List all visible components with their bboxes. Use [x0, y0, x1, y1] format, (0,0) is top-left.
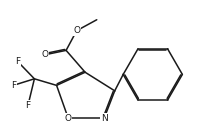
Text: F: F — [15, 57, 20, 66]
Text: O: O — [73, 26, 80, 35]
Text: F: F — [11, 81, 16, 90]
Text: O: O — [41, 50, 49, 59]
Text: N: N — [101, 114, 108, 123]
Text: F: F — [26, 101, 31, 110]
Text: O: O — [65, 114, 72, 123]
